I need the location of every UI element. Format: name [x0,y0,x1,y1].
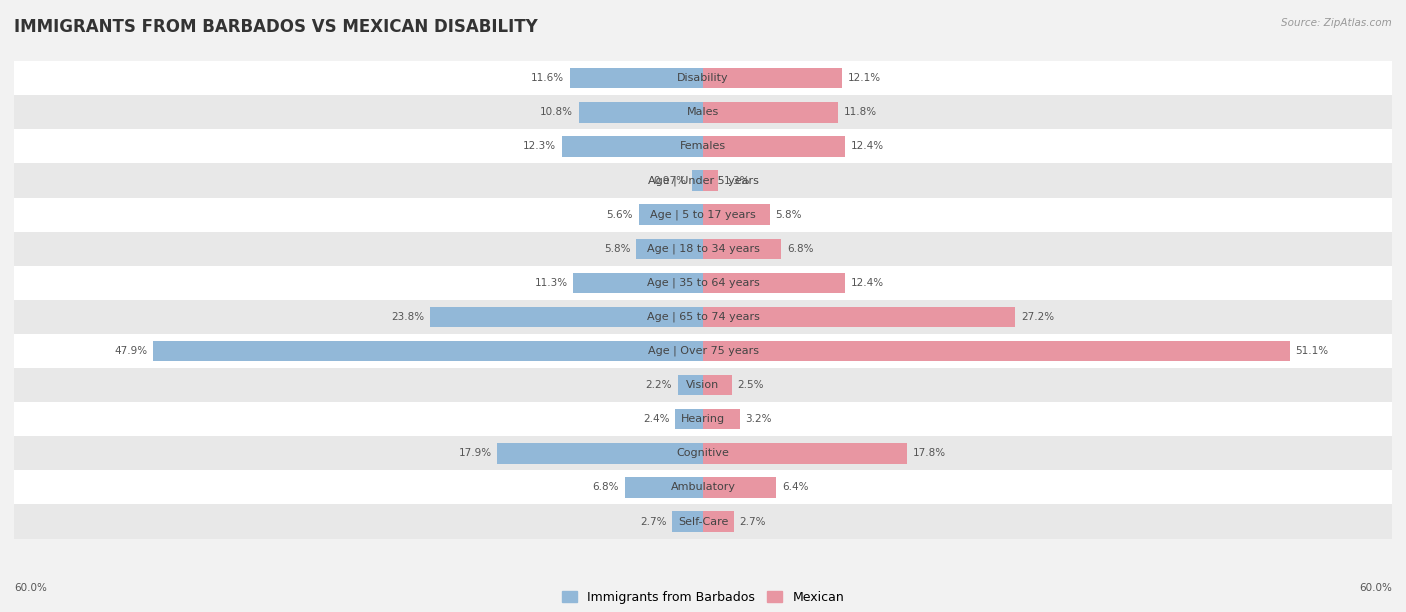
Bar [14,402,1392,436]
Text: 3.2%: 3.2% [745,414,772,424]
Bar [672,511,703,532]
Bar [703,204,769,225]
Bar [430,307,703,327]
Text: 2.7%: 2.7% [640,517,666,526]
Text: Self-Care: Self-Care [678,517,728,526]
Bar [703,341,1289,361]
Bar [14,368,1392,402]
Bar [703,443,907,463]
Bar [678,375,703,395]
Text: 2.2%: 2.2% [645,380,672,390]
Text: 17.9%: 17.9% [458,449,492,458]
Text: 12.1%: 12.1% [848,73,880,83]
Text: IMMIGRANTS FROM BARBADOS VS MEXICAN DISABILITY: IMMIGRANTS FROM BARBADOS VS MEXICAN DISA… [14,18,538,36]
Bar [624,477,703,498]
Bar [703,409,740,430]
Text: Age | 5 to 17 years: Age | 5 to 17 years [650,209,756,220]
Bar [14,471,1392,504]
Text: 11.6%: 11.6% [531,73,564,83]
Text: 6.8%: 6.8% [787,244,813,254]
Bar [14,129,1392,163]
Bar [675,409,703,430]
Text: 12.4%: 12.4% [851,141,884,151]
Text: 5.8%: 5.8% [775,210,801,220]
Text: Age | Over 75 years: Age | Over 75 years [648,346,758,356]
Text: 27.2%: 27.2% [1021,312,1054,322]
Text: 2.4%: 2.4% [643,414,669,424]
Bar [498,443,703,463]
Text: Vision: Vision [686,380,720,390]
Text: 60.0%: 60.0% [14,583,46,592]
Text: 23.8%: 23.8% [391,312,425,322]
Text: 1.3%: 1.3% [724,176,751,185]
Bar [692,170,703,191]
Bar [153,341,703,361]
Bar [569,68,703,89]
Bar [14,232,1392,266]
Text: Cognitive: Cognitive [676,449,730,458]
Text: Source: ZipAtlas.com: Source: ZipAtlas.com [1281,18,1392,28]
Bar [14,163,1392,198]
Text: Males: Males [688,107,718,118]
Bar [14,95,1392,129]
Text: Ambulatory: Ambulatory [671,482,735,493]
Bar [703,239,782,259]
Text: 6.4%: 6.4% [782,482,808,493]
Bar [703,511,734,532]
Bar [14,334,1392,368]
Bar [14,198,1392,232]
Bar [703,375,731,395]
Text: 51.1%: 51.1% [1295,346,1329,356]
Text: 2.5%: 2.5% [738,380,763,390]
Text: Hearing: Hearing [681,414,725,424]
Bar [638,204,703,225]
Bar [703,68,842,89]
Text: 11.3%: 11.3% [534,278,568,288]
Bar [14,266,1392,300]
Text: 47.9%: 47.9% [114,346,148,356]
Bar [14,300,1392,334]
Bar [14,436,1392,471]
Text: 5.8%: 5.8% [605,244,631,254]
Text: 6.8%: 6.8% [593,482,619,493]
Text: 11.8%: 11.8% [844,107,877,118]
Text: Females: Females [681,141,725,151]
Bar [14,61,1392,95]
Text: Age | 65 to 74 years: Age | 65 to 74 years [647,312,759,322]
Text: 12.4%: 12.4% [851,278,884,288]
Bar [574,272,703,293]
Text: Age | Under 5 years: Age | Under 5 years [648,175,758,186]
Bar [562,136,703,157]
Bar [637,239,703,259]
Text: 17.8%: 17.8% [912,449,946,458]
Bar [703,307,1015,327]
Bar [703,102,838,122]
Text: Disability: Disability [678,73,728,83]
Bar [579,102,703,122]
Text: Age | 18 to 34 years: Age | 18 to 34 years [647,244,759,254]
Bar [703,170,718,191]
Bar [703,477,776,498]
Legend: Immigrants from Barbados, Mexican: Immigrants from Barbados, Mexican [562,591,844,604]
Text: 2.7%: 2.7% [740,517,766,526]
Text: Age | 35 to 64 years: Age | 35 to 64 years [647,278,759,288]
Text: 10.8%: 10.8% [540,107,574,118]
Text: 5.6%: 5.6% [606,210,633,220]
Text: 0.97%: 0.97% [654,176,686,185]
Text: 60.0%: 60.0% [1360,583,1392,592]
Bar [703,136,845,157]
Text: 12.3%: 12.3% [523,141,555,151]
Bar [703,272,845,293]
Bar [14,504,1392,539]
